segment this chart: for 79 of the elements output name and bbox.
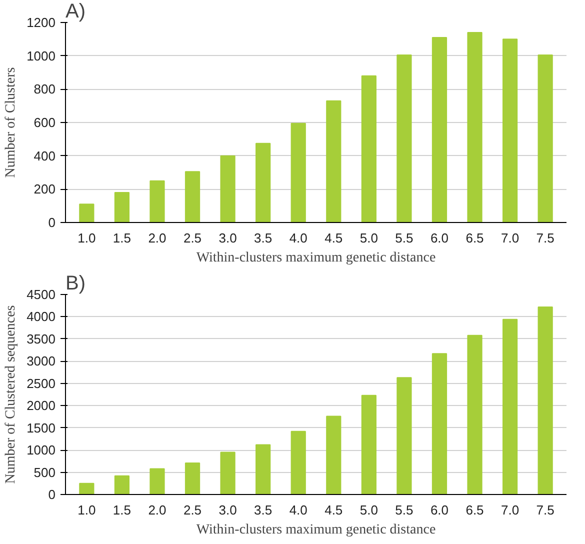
y-axis-title: Number of Clustered sequences (4, 305, 19, 484)
y-tick-label: 4500 (26, 287, 56, 302)
annotation: B) (66, 272, 86, 294)
y-tick-label: 2000 (26, 398, 56, 414)
y-tick-label: 600 (34, 115, 56, 130)
bar (184, 171, 200, 222)
x-tick-label: 4.0 (289, 230, 308, 246)
bar (361, 75, 376, 222)
y-tick-label: 1000 (26, 48, 56, 64)
x-tick-label: 3.5 (254, 502, 272, 518)
x-tick-label: 2.5 (183, 502, 202, 518)
bar (502, 318, 518, 494)
bar (256, 444, 271, 494)
x-tick-label: 4.5 (324, 230, 343, 246)
x-tick-label: 7.0 (501, 502, 520, 518)
x-tick-label: 3.0 (218, 502, 237, 518)
bar (256, 142, 271, 222)
x-tick-label: 1.0 (78, 230, 96, 246)
x-tick-label: 6.0 (430, 502, 449, 518)
bar (290, 122, 306, 222)
x-tick-label: 6.5 (466, 502, 484, 518)
x-axis-title: Within-clusters maximum genetic distance (196, 250, 436, 266)
x-tick-label: 7.5 (536, 230, 554, 246)
annotation: A) (66, 0, 86, 22)
bar (220, 452, 236, 494)
y-tick-label: 400 (34, 148, 56, 164)
y-tick-label: 800 (34, 82, 56, 97)
bar (467, 32, 482, 222)
y-tick-label: 4000 (26, 309, 56, 324)
bar (290, 430, 306, 494)
x-tick-label: 1.5 (112, 502, 131, 518)
x-tick-label: 3.0 (218, 230, 237, 246)
y-axis-title: Number of Clusters (4, 67, 19, 178)
x-tick-label: 7.5 (536, 502, 554, 518)
y-tick-label: 1000 (26, 442, 56, 458)
x-tick-label: 1.0 (78, 502, 96, 518)
y-tick-label: 1500 (26, 420, 56, 436)
x-tick-label: 5.0 (360, 502, 378, 518)
bar (220, 155, 236, 222)
bar (396, 54, 412, 222)
bar (432, 37, 448, 222)
y-tick-label: 200 (34, 182, 56, 197)
x-tick-label: 5.5 (395, 230, 414, 246)
x-tick-label: 2.5 (183, 230, 202, 246)
x-tick-label: 6.5 (466, 230, 484, 246)
x-tick-label: 5.0 (360, 230, 378, 246)
y-tick-label: 500 (34, 464, 56, 480)
bar (114, 192, 130, 222)
x-tick-label: 4.5 (324, 502, 343, 518)
x-tick-label: 3.5 (254, 230, 272, 246)
bar (396, 377, 412, 494)
bar (467, 334, 482, 494)
bar (79, 482, 94, 494)
bar (79, 204, 94, 222)
x-axis-title: Within-clusters maximum genetic distance (196, 522, 436, 538)
x-tick-label: 5.5 (395, 502, 414, 518)
y-tick-label: 2500 (26, 376, 56, 391)
bar (184, 462, 200, 494)
bar (150, 468, 165, 494)
y-tick-label: 3500 (26, 331, 56, 346)
x-tick-label: 6.0 (430, 230, 449, 246)
bar (361, 394, 376, 494)
bar (326, 100, 342, 222)
x-tick-label: 2.0 (148, 502, 166, 518)
bar (538, 306, 553, 494)
bar (538, 54, 553, 222)
bar (114, 475, 130, 494)
bar (150, 180, 165, 222)
x-tick-label: 4.0 (289, 502, 308, 518)
bar (432, 353, 448, 494)
y-tick-label: 0 (48, 215, 56, 230)
y-tick-label: 3000 (26, 354, 56, 369)
y-tick-label: 0 (48, 487, 56, 502)
bar (326, 416, 342, 494)
x-tick-label: 7.0 (501, 230, 520, 246)
bar (502, 38, 518, 222)
x-tick-label: 2.0 (148, 230, 166, 246)
x-tick-label: 1.5 (112, 230, 131, 246)
y-tick-label: 1200 (26, 15, 56, 30)
